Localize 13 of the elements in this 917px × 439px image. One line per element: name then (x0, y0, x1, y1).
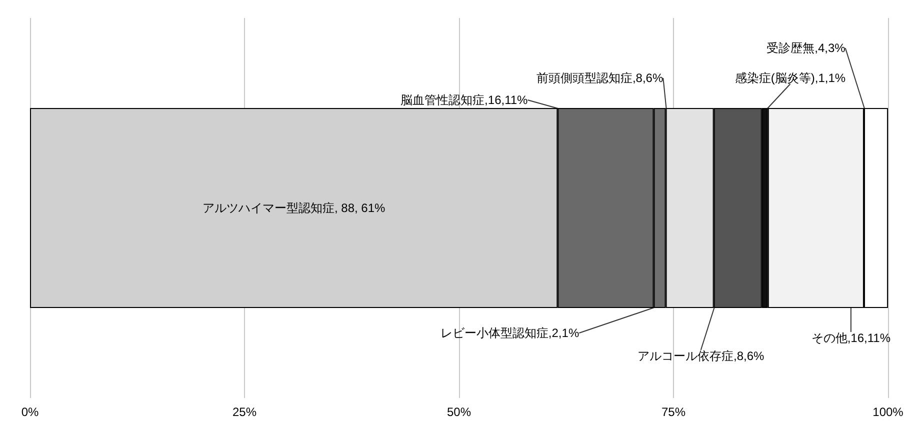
x-tick-label: 0% (21, 405, 39, 419)
text: 感染症(脳炎等),1,1% (734, 71, 846, 85)
x-tick-label: 100% (872, 405, 904, 419)
x-tick-label: 50% (446, 405, 472, 419)
text: 脳血管性認知症,16,11% (400, 93, 528, 107)
x-tick-label: 25% (232, 405, 257, 419)
series-label: 前頭側頭型認知症,8,6% (536, 71, 664, 85)
text: 受診歴無,4,3% (766, 41, 846, 55)
text: アルコール依存症,8,6% (638, 349, 765, 363)
series-label: アルツハイマー型認知症, 88, 61% (202, 201, 386, 215)
x-tick-label: 75% (661, 405, 686, 419)
text: レビー小体型認知症,2,1% (440, 326, 580, 340)
series-label: その他,16,11% (811, 331, 891, 345)
